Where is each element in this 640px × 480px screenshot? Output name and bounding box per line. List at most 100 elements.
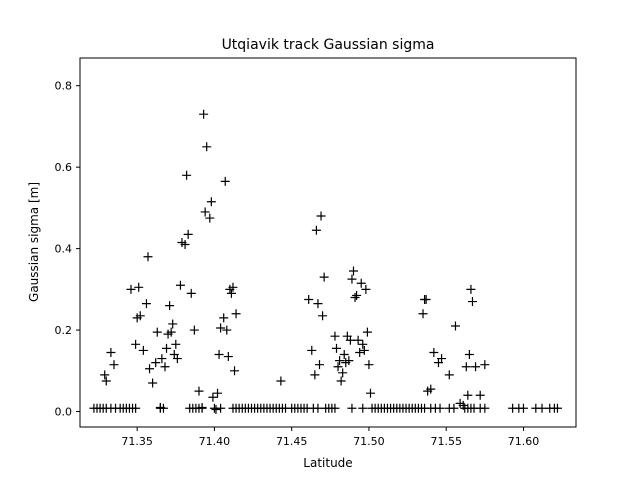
data-point <box>208 392 218 402</box>
data-point <box>361 284 371 294</box>
chart-title: Utqiavik track Gaussian sigma <box>222 37 435 53</box>
data-point <box>148 378 158 388</box>
x-tick-label: 71.50 <box>353 435 385 448</box>
data-point <box>197 402 207 412</box>
data-point <box>352 290 362 300</box>
data-point <box>145 364 155 374</box>
data-point <box>206 197 216 207</box>
data-point <box>186 288 196 298</box>
data-point <box>421 295 431 305</box>
y-tick-label: 0.2 <box>55 324 73 337</box>
x-axis: 71.35 71.40 71.45 71.50 71.55 71.60 <box>121 427 539 448</box>
data-point <box>364 360 374 370</box>
data-point <box>467 297 477 307</box>
data-point <box>152 327 162 337</box>
data-point <box>134 282 144 292</box>
y-tick-label: 0.0 <box>55 406 73 419</box>
data-point <box>166 327 176 337</box>
data-point <box>213 388 223 398</box>
data-point <box>480 360 490 370</box>
data-point <box>230 366 240 376</box>
data-point <box>358 403 368 413</box>
data-point <box>222 325 232 335</box>
data-point <box>155 402 165 412</box>
data-point <box>358 339 368 349</box>
data-point <box>537 403 547 413</box>
data-point <box>165 301 175 311</box>
data-point <box>223 352 233 362</box>
data-point <box>315 360 325 370</box>
data-point <box>304 295 314 305</box>
data-point <box>220 176 230 186</box>
data-point <box>100 370 110 380</box>
data-point <box>199 109 209 119</box>
data-point <box>429 347 439 357</box>
data-point <box>211 404 221 414</box>
plot-frame <box>79 57 577 428</box>
data-point <box>182 170 192 180</box>
data-point <box>426 384 436 394</box>
data-point <box>333 362 343 372</box>
data-point <box>348 266 358 276</box>
x-tick-label: 71.35 <box>121 435 153 448</box>
data-point <box>216 403 226 413</box>
x-tick-label: 71.60 <box>508 435 540 448</box>
data-points <box>89 109 562 414</box>
data-point <box>444 370 454 380</box>
data-point <box>219 313 229 323</box>
data-point <box>311 225 321 235</box>
data-point <box>362 327 372 337</box>
data-point <box>344 356 354 366</box>
data-point <box>183 229 193 239</box>
data-point <box>463 390 473 400</box>
data-point <box>228 282 238 292</box>
y-tick-label: 0.4 <box>55 243 73 256</box>
data-point <box>313 403 323 413</box>
y-tick-label: 0.8 <box>55 80 73 93</box>
data-point <box>310 370 320 380</box>
x-tick-label: 71.45 <box>276 435 308 448</box>
data-point <box>466 284 476 294</box>
data-point <box>450 321 460 331</box>
data-point <box>109 360 119 370</box>
data-point <box>131 403 141 413</box>
data-point <box>180 240 190 250</box>
data-point <box>205 213 215 223</box>
data-point <box>435 403 445 413</box>
data-point <box>138 345 148 355</box>
data-point <box>552 403 562 413</box>
data-point <box>350 292 360 302</box>
data-point <box>162 343 172 353</box>
data-point <box>172 354 182 364</box>
data-point <box>330 403 340 413</box>
data-point <box>464 350 474 360</box>
data-point <box>347 274 357 284</box>
data-point <box>200 207 210 217</box>
data-point <box>106 347 116 357</box>
data-point <box>480 403 490 413</box>
data-point <box>449 403 459 413</box>
data-point <box>157 354 167 364</box>
data-point <box>518 403 528 413</box>
data-point <box>418 309 428 319</box>
data-point <box>336 376 346 386</box>
data-point <box>318 311 328 321</box>
data-point <box>171 339 181 349</box>
data-point <box>131 339 141 349</box>
data-point <box>347 403 357 413</box>
data-point <box>126 284 136 294</box>
y-axis: 0.0 0.2 0.4 0.6 0.8 <box>55 80 80 419</box>
data-point <box>338 368 348 378</box>
data-point <box>151 358 161 368</box>
data-point <box>135 311 145 321</box>
data-point <box>214 350 224 360</box>
data-point <box>461 362 471 372</box>
data-point <box>356 278 366 288</box>
data-point <box>231 309 241 319</box>
data-point <box>143 252 153 262</box>
data-point <box>475 390 485 400</box>
y-tick-label: 0.6 <box>55 161 73 174</box>
data-point <box>189 325 199 335</box>
